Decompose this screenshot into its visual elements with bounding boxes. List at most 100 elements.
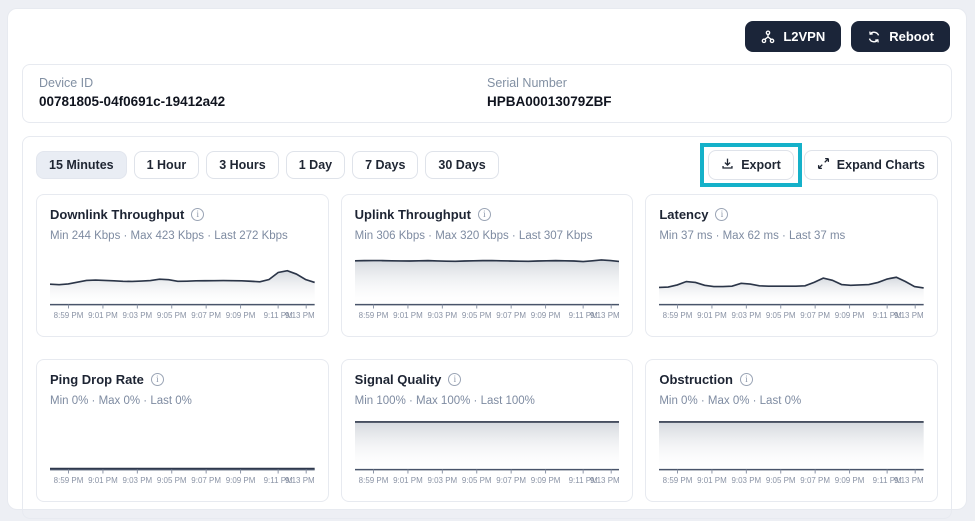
svg-text:9:01 PM: 9:01 PM xyxy=(88,311,118,320)
svg-text:9:03 PM: 9:03 PM xyxy=(122,311,152,320)
svg-text:9:07 PM: 9:07 PM xyxy=(496,311,526,320)
reboot-button-label: Reboot xyxy=(889,29,934,44)
svg-text:9:11 PM: 9:11 PM xyxy=(873,476,902,485)
range-button-30-days[interactable]: 30 Days xyxy=(425,151,499,179)
info-icon[interactable]: i xyxy=(191,208,205,221)
chart-stats: Min 37 ms · Max 62 ms · Last 37 ms xyxy=(659,230,846,242)
chart-card: Downlink Throughput i Min 244 Kbps · Max… xyxy=(36,194,329,337)
svg-text:9:03 PM: 9:03 PM xyxy=(427,476,457,485)
chart-stats: Min 0% · Max 0% · Last 0% xyxy=(659,395,802,407)
svg-text:9:13 PM: 9:13 PM xyxy=(590,311,620,320)
chart-card-header: Obstruction i xyxy=(659,372,924,387)
svg-text:9:05 PM: 9:05 PM xyxy=(157,476,187,485)
chart-title: Ping Drop Rate xyxy=(50,372,144,387)
area-chart: 8:59 PM 9:01 PM 9:03 PM 9:05 PM 9:07 PM 9:09 … xyxy=(354,421,620,485)
svg-text:9:09 PM: 9:09 PM xyxy=(226,311,256,320)
info-icon[interactable]: i xyxy=(715,208,729,221)
expand-charts-button-label: Expand Charts xyxy=(836,158,925,172)
svg-text:9:05 PM: 9:05 PM xyxy=(766,311,796,320)
svg-text:9:05 PM: 9:05 PM xyxy=(157,311,187,320)
chart-stats: Min 100% · Max 100% · Last 100% xyxy=(354,395,535,407)
svg-text:8:59 PM: 8:59 PM xyxy=(54,476,84,485)
svg-text:9:05 PM: 9:05 PM xyxy=(766,476,796,485)
svg-text:9:01 PM: 9:01 PM xyxy=(697,476,727,485)
serial-number-field: Serial Number HPBA00013079ZBF xyxy=(487,76,935,109)
svg-text:9:09 PM: 9:09 PM xyxy=(530,476,560,485)
device-info-panel: Device ID 00781805-04f0691c-19412a42 Ser… xyxy=(22,64,952,123)
svg-text:9:11 PM: 9:11 PM xyxy=(873,311,902,320)
svg-text:8:59 PM: 8:59 PM xyxy=(358,476,388,485)
info-icon[interactable]: i xyxy=(448,373,462,386)
chart-title: Obstruction xyxy=(659,372,733,387)
chart-card: Signal Quality i Min 100% · Max 100% · L… xyxy=(340,359,634,502)
svg-text:9:11 PM: 9:11 PM xyxy=(264,311,293,320)
reboot-refresh-icon xyxy=(867,30,881,44)
charts-panel: 15 Minutes 1 Hour 3 Hours 1 Day 7 Days 3… xyxy=(22,136,952,519)
svg-text:9:09 PM: 9:09 PM xyxy=(835,311,865,320)
chart-card: Obstruction i Min 0% · Max 0% · Last 0% … xyxy=(645,359,938,502)
svg-text:9:03 PM: 9:03 PM xyxy=(122,476,152,485)
export-button[interactable]: Export xyxy=(708,150,794,180)
svg-text:9:07 PM: 9:07 PM xyxy=(496,476,526,485)
l2vpn-button-label: L2VPN xyxy=(783,29,826,44)
svg-text:8:59 PM: 8:59 PM xyxy=(663,476,693,485)
chart-title: Latency xyxy=(659,207,709,222)
range-button-1-hour[interactable]: 1 Hour xyxy=(133,151,200,179)
chart-title: Downlink Throughput xyxy=(50,207,185,222)
info-icon[interactable]: i xyxy=(477,208,491,221)
serial-number-value: HPBA00013079ZBF xyxy=(487,94,612,109)
svg-text:9:11 PM: 9:11 PM xyxy=(264,476,293,485)
svg-text:9:13 PM: 9:13 PM xyxy=(285,476,315,485)
chart-card-header: Uplink Throughput i xyxy=(355,207,620,222)
svg-text:9:01 PM: 9:01 PM xyxy=(697,311,727,320)
svg-text:9:05 PM: 9:05 PM xyxy=(462,476,492,485)
chart-card: Latency i Min 37 ms · Max 62 ms · Last 3… xyxy=(645,194,938,337)
svg-text:9:09 PM: 9:09 PM xyxy=(226,476,256,485)
l2vpn-button[interactable]: L2VPN xyxy=(745,21,842,52)
range-button-15-minutes[interactable]: 15 Minutes xyxy=(36,151,127,179)
area-chart: 8:59 PM 9:01 PM 9:03 PM 9:05 PM 9:07 PM 9:09 … xyxy=(50,269,315,320)
svg-text:8:59 PM: 8:59 PM xyxy=(663,311,693,320)
device-dashboard: L2VPN Reboot Device ID 00781805-04f0691c… xyxy=(7,8,967,519)
area-chart: 8:59 PM 9:01 PM 9:03 PM 9:05 PM 9:07 PM 9:09 … xyxy=(50,467,315,485)
top-action-bar: L2VPN Reboot xyxy=(22,21,952,64)
svg-text:9:05 PM: 9:05 PM xyxy=(462,311,492,320)
reboot-button[interactable]: Reboot xyxy=(851,21,950,52)
chart-card-header: Downlink Throughput i xyxy=(50,207,315,222)
range-button-7-days[interactable]: 7 Days xyxy=(352,151,419,179)
svg-text:9:01 PM: 9:01 PM xyxy=(88,476,118,485)
serial-number-label: Serial Number xyxy=(487,76,567,90)
svg-text:8:59 PM: 8:59 PM xyxy=(54,311,84,320)
expand-charts-button[interactable]: Expand Charts xyxy=(803,150,938,180)
range-button-3-hours[interactable]: 3 Hours xyxy=(206,151,279,179)
info-icon[interactable]: i xyxy=(740,373,753,386)
l2vpn-network-icon xyxy=(761,29,775,44)
chart-grid: Downlink Throughput i Min 244 Kbps · Max… xyxy=(36,194,938,502)
svg-text:9:13 PM: 9:13 PM xyxy=(894,311,924,320)
svg-text:9:11 PM: 9:11 PM xyxy=(568,476,597,485)
svg-text:8:59 PM: 8:59 PM xyxy=(358,311,388,320)
svg-text:9:13 PM: 9:13 PM xyxy=(590,476,620,485)
export-download-icon xyxy=(721,157,734,173)
svg-text:9:01 PM: 9:01 PM xyxy=(393,476,423,485)
svg-text:9:07 PM: 9:07 PM xyxy=(191,311,221,320)
chart-card: Uplink Throughput i Min 306 Kbps · Max 3… xyxy=(340,194,634,337)
expand-arrows-icon xyxy=(817,157,830,173)
charts-toolbar: 15 Minutes 1 Hour 3 Hours 1 Day 7 Days 3… xyxy=(36,143,938,187)
info-icon[interactable]: i xyxy=(150,373,164,386)
area-chart: 8:59 PM 9:01 PM 9:03 PM 9:05 PM 9:07 PM 9:09 … xyxy=(659,421,924,485)
chart-card-header: Ping Drop Rate i xyxy=(50,372,315,387)
chart-card: Ping Drop Rate i Min 0% · Max 0% · Last … xyxy=(36,359,329,502)
chart-stats: Min 306 Kbps · Max 320 Kbps · Last 307 K… xyxy=(354,230,593,242)
svg-text:9:07 PM: 9:07 PM xyxy=(191,476,221,485)
svg-text:9:07 PM: 9:07 PM xyxy=(801,476,831,485)
chart-title: Signal Quality xyxy=(354,372,442,387)
area-chart: 8:59 PM 9:01 PM 9:03 PM 9:05 PM 9:07 PM 9:09 … xyxy=(354,259,620,320)
chart-tools: Export Expand Charts xyxy=(700,143,938,187)
chart-stats: Min 244 Kbps · Max 423 Kbps · Last 272 K… xyxy=(50,230,288,242)
chart-stats: Min 0% · Max 0% · Last 0% xyxy=(50,395,192,407)
range-button-1-day[interactable]: 1 Day xyxy=(285,151,346,179)
svg-text:9:03 PM: 9:03 PM xyxy=(732,311,762,320)
device-id-value: 00781805-04f0691c-19412a42 xyxy=(39,94,226,109)
chart-card-header: Signal Quality i xyxy=(355,372,620,387)
